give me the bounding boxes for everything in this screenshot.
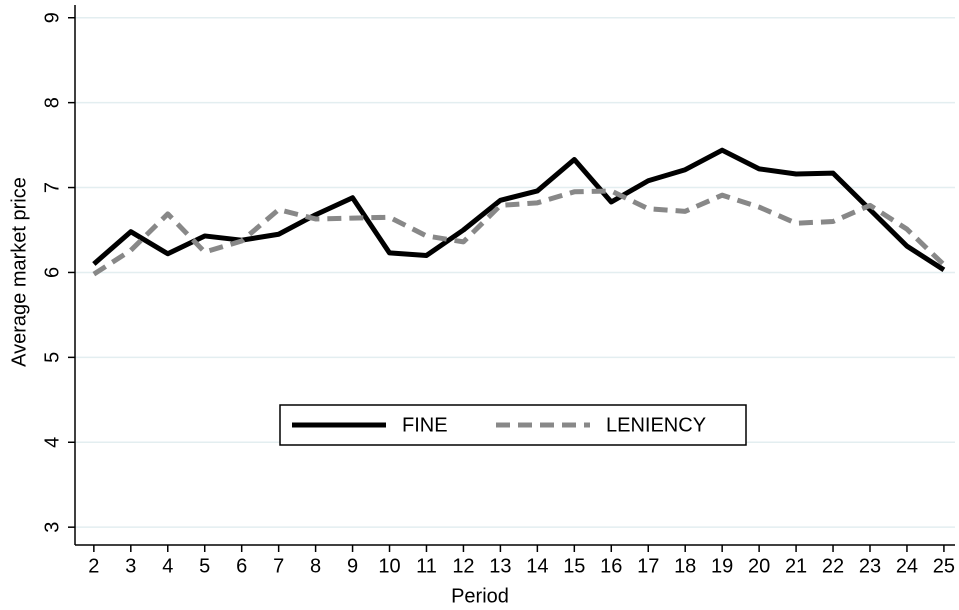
y-tick-label: 7 xyxy=(41,182,63,193)
y-axis-label: Average market price xyxy=(8,177,30,367)
x-tick-label: 11 xyxy=(416,555,437,577)
x-tick-label: 18 xyxy=(674,555,696,577)
line-0 xyxy=(92,147,946,273)
x-tick-label: 21 xyxy=(785,555,807,577)
y-tick-label: 3 xyxy=(41,522,63,533)
x-tick-label: 9 xyxy=(347,555,358,577)
x-axis-label: Period xyxy=(451,585,509,607)
y-tick-label: 6 xyxy=(41,267,63,278)
x-tick-label: 17 xyxy=(637,555,659,577)
x-tick-label: 25 xyxy=(933,555,955,577)
legend: FINE LENIENCY xyxy=(279,404,747,446)
x-tick-label: 20 xyxy=(748,555,770,577)
x-tick-label: 6 xyxy=(236,555,247,577)
x-tick-label: 3 xyxy=(125,555,136,577)
x-tick-label: 7 xyxy=(273,555,284,577)
x-tick-label: 10 xyxy=(378,555,400,577)
x-tick-label: 2 xyxy=(88,555,99,577)
legend-label: LENIENCY xyxy=(606,414,706,436)
y-tick-label: 4 xyxy=(41,437,63,448)
x-tick-label: 24 xyxy=(896,555,918,577)
y-tick-label: 9 xyxy=(41,12,63,23)
x-tick-label: 5 xyxy=(199,555,210,577)
x-tick-label: 13 xyxy=(489,555,511,577)
y-tick-label: 8 xyxy=(41,97,63,108)
x-tick-label: 8 xyxy=(310,555,321,577)
x-tick-label: 22 xyxy=(822,555,844,577)
x-tick-label: 14 xyxy=(526,555,548,577)
x-tick-label: 4 xyxy=(162,555,173,577)
line-1 xyxy=(92,188,946,277)
legend-label: FINE xyxy=(402,414,448,436)
y-tick-label: 5 xyxy=(41,352,63,363)
x-tick-label: 15 xyxy=(563,555,585,577)
x-tick-label: 23 xyxy=(859,555,881,577)
x-tick-label: 16 xyxy=(600,555,622,577)
x-tick-label: 12 xyxy=(452,555,474,577)
x-tick-label: 19 xyxy=(711,555,733,577)
